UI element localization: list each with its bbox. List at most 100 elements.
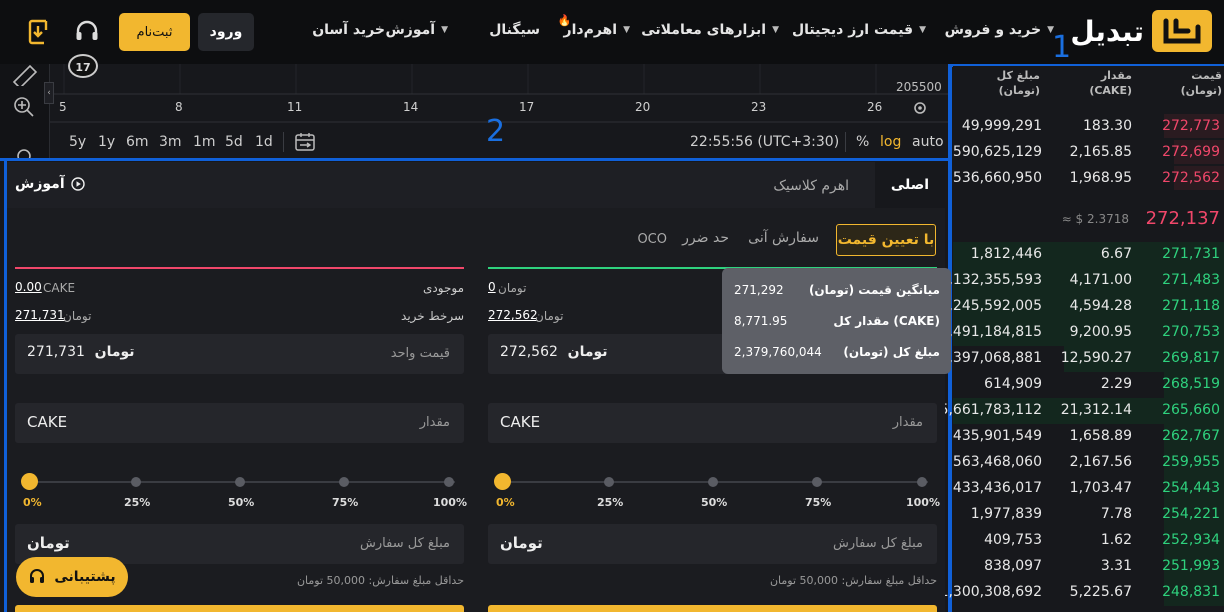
ask-row[interactable]: 49,999,291 183.30 272,773 <box>953 114 1224 140</box>
order-type-market[interactable]: سفارش آنی <box>748 230 819 246</box>
ask-row[interactable]: 590,625,129 2,165.85 272,699 <box>953 140 1224 166</box>
bid-row[interactable]: 1,245,592,005 4,594.28 271,118 <box>940 294 1224 320</box>
support-button[interactable]: پشتیبانی <box>16 557 128 597</box>
tab-spot[interactable]: اصلی <box>875 162 945 208</box>
zoom-in-icon[interactable] <box>13 96 35 118</box>
range-5d-button[interactable]: 5d <box>225 134 243 150</box>
login-button[interactable]: ورود <box>198 13 254 51</box>
tooltip-avg-value: 271,292 <box>734 283 784 297</box>
magnet-icon[interactable] <box>16 148 32 160</box>
bid-total: 1,245,592,005 <box>939 298 1042 314</box>
sell-slider-stop[interactable] <box>444 477 454 487</box>
bid-row[interactable]: 563,468,060 2,167.56 259,955 <box>953 450 1224 476</box>
range-5y-button[interactable]: 5y <box>69 134 87 150</box>
bid-amount: 2.29 <box>1100 376 1132 392</box>
bid-row[interactable]: 1,300,308,692 5,225.67 248,831 <box>940 580 1224 606</box>
sell-pct-100[interactable]: 100% <box>433 496 467 509</box>
event-badge[interactable]: 17 <box>68 54 98 78</box>
nav-signal[interactable]: سیگنال <box>489 22 540 38</box>
sell-pct-0[interactable]: 0% <box>23 496 42 509</box>
buy-amount-field[interactable]: مقدار CAKE <box>488 403 937 443</box>
annotation-label-1: 1 <box>1052 30 1072 65</box>
sell-pct-50[interactable]: 50% <box>228 496 255 509</box>
x-tick: 23 <box>751 100 767 114</box>
bid-row[interactable]: 409,753 1.62 252,934 <box>953 528 1224 554</box>
buy-submit-button[interactable] <box>488 605 937 612</box>
order-type-oco[interactable]: OCO <box>637 232 667 247</box>
order-type-limit[interactable]: با تعیین قیمت <box>836 224 936 256</box>
range-1m-button[interactable]: 1m <box>193 134 216 150</box>
buy-slider-stop[interactable] <box>708 477 718 487</box>
bid-row[interactable]: 2,491,184,815 9,200.95 270,753 <box>940 320 1224 346</box>
bid-row[interactable]: 3,397,068,881 12,590.27 269,817 <box>940 346 1224 372</box>
bid-amount: 9,200.95 <box>1069 324 1132 340</box>
ruler-icon[interactable] <box>12 64 38 86</box>
buy-best-value[interactable]: 272,562 <box>488 308 538 322</box>
order-type-stop[interactable]: حد ضرر <box>682 230 729 246</box>
x-tick: 8 <box>175 100 183 114</box>
buy-slider-handle[interactable] <box>494 473 511 490</box>
sell-price-field[interactable]: قیمت واحد تومان 271,731 <box>15 334 464 374</box>
range-6m-button[interactable]: 6m <box>126 134 149 150</box>
sell-slider-handle[interactable] <box>21 473 38 490</box>
nav-prices[interactable]: قیمت ارز دیجیتال ▼ <box>792 22 926 38</box>
tab-classic-leverage[interactable]: اهرم کلاسیک <box>773 178 849 194</box>
sell-total-label: مبلغ کل سفارش <box>360 536 450 551</box>
headset-icon[interactable] <box>74 19 100 45</box>
ask-depth-bar <box>1164 114 1224 138</box>
sell-amount-field[interactable]: مقدار CAKE <box>15 403 464 443</box>
nav-buy-sell[interactable]: خرید و فروش ▼ <box>945 22 1054 38</box>
range-1y-button[interactable]: 1y <box>98 134 116 150</box>
log-scale-toggle[interactable]: log <box>880 134 902 150</box>
sell-submit-button[interactable] <box>15 605 464 612</box>
sell-balance-value[interactable]: 0.00 <box>15 280 42 294</box>
nav-signal-label: سیگنال <box>489 22 540 38</box>
bid-row[interactable]: 614,909 2.29 268,519 <box>953 372 1224 398</box>
buy-pct-50[interactable]: 50% <box>701 496 728 509</box>
calendar-range-icon[interactable] <box>294 132 316 152</box>
bid-row[interactable]: 1,132,355,593 4,171.00 271,483 <box>940 268 1224 294</box>
buy-pct-0[interactable]: 0% <box>496 496 515 509</box>
buy-pct-75[interactable]: 75% <box>805 496 832 509</box>
sell-slider-stop[interactable] <box>131 477 141 487</box>
logo[interactable]: تبدیل <box>1070 10 1212 52</box>
sell-slider-stop[interactable] <box>339 477 349 487</box>
buy-pct-25[interactable]: 25% <box>597 496 624 509</box>
learn-link[interactable]: آموزش <box>15 176 85 192</box>
buy-pct-100[interactable]: 100% <box>906 496 940 509</box>
sell-price-label: قیمت واحد <box>390 346 450 361</box>
price-chart[interactable]: 17 <box>0 54 948 160</box>
trade-panel: اصلی اهرم کلاسیک آموزش با تعیین قیمت سفا… <box>7 162 945 612</box>
auto-scale-toggle[interactable]: auto <box>912 134 944 150</box>
ask-row[interactable]: 536,660,950 1,968.95 272,562 <box>953 166 1224 192</box>
sell-pct-75[interactable]: 75% <box>332 496 359 509</box>
collapse-toolbar-icon[interactable]: ‹ <box>44 82 54 104</box>
nav-leverage[interactable]: 🔥 اهرم‌دار ▼ <box>558 14 630 38</box>
sell-best-value[interactable]: 271,731 <box>15 308 65 322</box>
buy-balance-value[interactable]: 0 <box>488 280 496 294</box>
ask-price: 272,562 <box>1162 170 1220 186</box>
nav-learn[interactable]: آموزش ▼ <box>385 22 448 38</box>
bid-row[interactable]: 1,977,839 7.78 254,221 <box>953 502 1224 528</box>
bid-row[interactable]: 838,097 3.31 251,993 <box>953 554 1224 580</box>
top-navbar: تبدیل خرید و فروش ▼ قیمت ارز دیجیتال ▼ ابز… <box>0 0 1224 64</box>
nav-easy-buy[interactable]: خرید آسان <box>312 22 385 38</box>
bid-row[interactable]: 435,901,549 1,658.89 262,767 <box>953 424 1224 450</box>
nav-prices-label: قیمت ارز دیجیتال <box>791 22 914 38</box>
nav-tools[interactable]: ابزارهای معاملاتی ▼ <box>641 22 779 38</box>
signup-button[interactable]: ثبت‌نام <box>119 13 190 51</box>
buy-slider-stop[interactable] <box>812 477 822 487</box>
range-1d-button[interactable]: 1d <box>255 134 273 150</box>
bid-row[interactable]: 1,812,446 6.67 271,731 <box>953 242 1224 268</box>
settings-gear-icon[interactable] <box>912 100 928 116</box>
range-3m-button[interactable]: 3m <box>159 134 182 150</box>
download-app-icon[interactable] <box>26 18 52 46</box>
buy-slider-stop[interactable] <box>917 477 927 487</box>
sell-pct-25[interactable]: 25% <box>124 496 151 509</box>
buy-slider-stop[interactable] <box>604 477 614 487</box>
sell-slider-stop[interactable] <box>235 477 245 487</box>
bid-row[interactable]: 433,436,017 1,703.47 254,443 <box>953 476 1224 502</box>
bid-row[interactable]: 5,661,783,112 21,312.14 265,660 <box>940 398 1224 424</box>
buy-total-field[interactable]: مبلغ کل سفارش تومان <box>488 524 937 564</box>
percent-scale-toggle[interactable]: % <box>856 134 870 150</box>
